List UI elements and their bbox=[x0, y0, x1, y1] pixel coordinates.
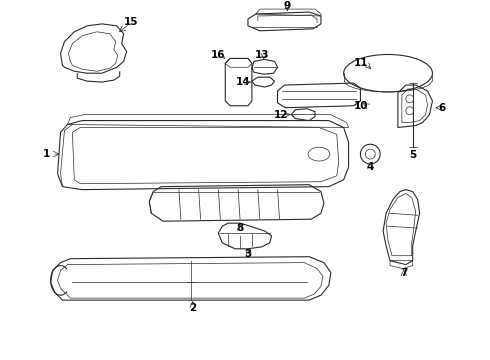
Text: 13: 13 bbox=[254, 50, 269, 60]
Text: 15: 15 bbox=[124, 17, 139, 27]
Text: 8: 8 bbox=[237, 223, 244, 233]
Text: 10: 10 bbox=[354, 101, 368, 111]
Text: 1: 1 bbox=[43, 149, 50, 159]
Text: 5: 5 bbox=[409, 150, 416, 160]
Text: 7: 7 bbox=[400, 269, 408, 279]
Text: 14: 14 bbox=[236, 77, 250, 87]
Text: 11: 11 bbox=[354, 58, 368, 68]
Text: 3: 3 bbox=[245, 249, 251, 259]
Text: 9: 9 bbox=[284, 1, 291, 11]
Text: 6: 6 bbox=[439, 103, 446, 113]
Text: 12: 12 bbox=[274, 110, 289, 120]
Text: 16: 16 bbox=[211, 50, 225, 60]
Text: 2: 2 bbox=[189, 303, 196, 313]
Text: 4: 4 bbox=[367, 162, 374, 172]
